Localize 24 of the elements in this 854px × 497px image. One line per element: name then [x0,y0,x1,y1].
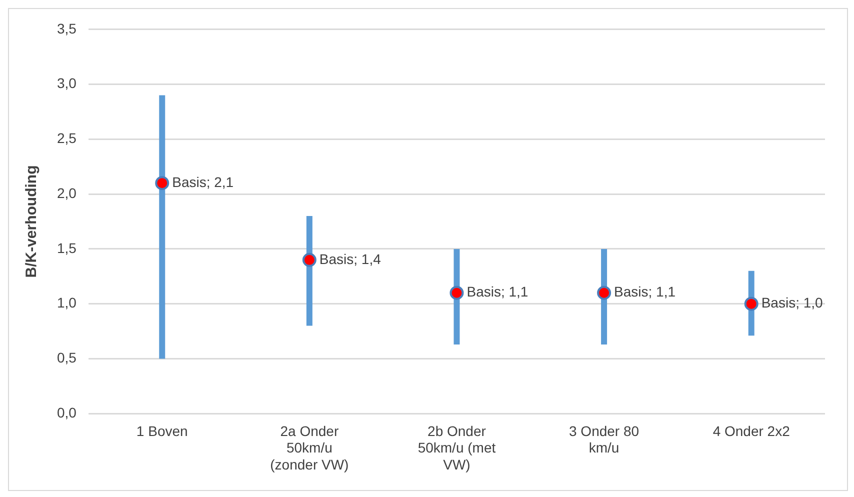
x-tick-label: 2a Onder 50km/u (zonder VW) [270,422,349,472]
y-tick-label: 2,5 [56,130,77,146]
y-axis-title: B/K-verhouding [23,165,40,278]
y-tick-label: 3,0 [56,75,77,92]
y-tick-label: 0,5 [56,350,77,366]
y-tick-label: 0,0 [56,404,77,420]
data-label: Basis; 2,1 [172,174,234,190]
y-tick-label: 1,5 [56,240,77,256]
x-tick-label: 1 Boven [136,422,188,439]
point [450,286,464,300]
x-tick-label: 3 Onder 80 km/u [569,422,640,456]
point [744,296,758,311]
data-label: Basis; 1,1 [466,284,528,300]
y-tick-label: 1,0 [56,294,77,311]
data-label: Basis; 1,4 [319,250,382,267]
x-tick-label: 2b Onder 50km/u (met VW) [418,422,496,472]
point [597,286,612,300]
data-label: Basis; 1,0 [761,294,824,311]
y-tick-label: 3,5 [56,20,77,36]
data-label: Basis; 1,1 [614,284,676,300]
x-tick-label: 4 Onder 2x2 [712,422,790,439]
y-tick-label: 2,0 [56,184,77,201]
point [155,176,170,190]
point [302,252,316,267]
